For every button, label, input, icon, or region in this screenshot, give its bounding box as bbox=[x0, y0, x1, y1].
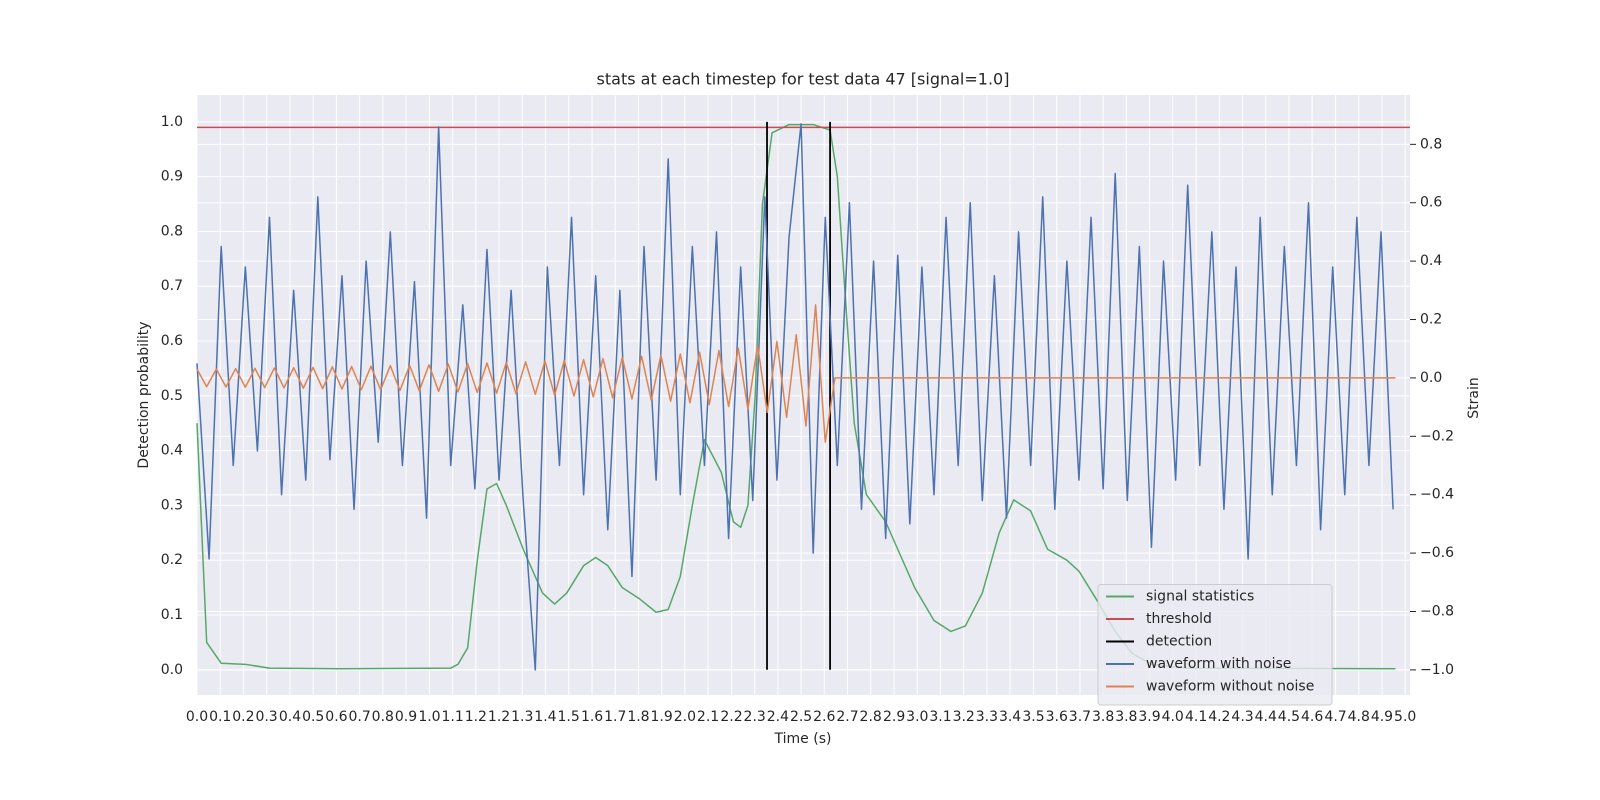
x-tick-label: 0.3 bbox=[255, 709, 277, 725]
x-tick-label: 3.8 bbox=[1115, 709, 1137, 725]
x-tick-label: 2.1 bbox=[697, 709, 719, 725]
legend-label: detection bbox=[1146, 634, 1212, 650]
x-tick-label: 0.0 bbox=[186, 709, 208, 725]
x-tick-label: 1.0 bbox=[418, 709, 440, 725]
x-tick-label: 1.1 bbox=[442, 709, 464, 725]
legend-box bbox=[1097, 584, 1333, 706]
y2-tick-label: −0.6 bbox=[1420, 545, 1454, 561]
y2-tick-label: −0.8 bbox=[1420, 603, 1454, 619]
x-tick-label: 4.2 bbox=[1208, 709, 1230, 725]
x-tick-label: 4.4 bbox=[1255, 709, 1277, 725]
x-tick-label: 3.0 bbox=[906, 709, 928, 725]
y-tick-label: 0.2 bbox=[161, 552, 183, 568]
x-tick-label: 0.7 bbox=[348, 709, 370, 725]
x-tick-label: 4.1 bbox=[1185, 709, 1207, 725]
x-tick-label: 3.2 bbox=[953, 709, 975, 725]
x-tick-label: 1.7 bbox=[604, 709, 626, 725]
x-tick-label: 0.6 bbox=[325, 709, 347, 725]
x-tick-label: 4.6 bbox=[1301, 709, 1323, 725]
y2-tick-label: 0.4 bbox=[1420, 253, 1442, 269]
x-tick-label: 3.6 bbox=[1046, 709, 1068, 725]
x-tick-label: 2.9 bbox=[883, 709, 905, 725]
x-tick-label: 4.9 bbox=[1371, 709, 1393, 725]
x-tick-label: 0.5 bbox=[302, 709, 324, 725]
x-tick-label: 2.6 bbox=[813, 709, 835, 725]
legend: signal statistics threshold detection wavef… bbox=[1097, 584, 1333, 706]
y2-tick-label: −1.0 bbox=[1420, 662, 1454, 678]
marks bbox=[196, 121, 1410, 671]
y-tick-label: 0.9 bbox=[161, 169, 183, 185]
x-tick-label: 3.4 bbox=[999, 709, 1021, 725]
y2-tick-label: 0.8 bbox=[1420, 136, 1442, 152]
y2-axis-label: Strain bbox=[1466, 377, 1482, 418]
x-tick-label: 2.8 bbox=[860, 709, 882, 725]
x-tick-label: 2.3 bbox=[744, 709, 766, 725]
x-tick-label: 2.7 bbox=[836, 709, 858, 725]
legend-label: threshold bbox=[1146, 611, 1212, 627]
x-tick-label: 4.5 bbox=[1278, 709, 1300, 725]
grid bbox=[196, 95, 1410, 695]
chart-title: stats at each timestep for test data 47 … bbox=[597, 70, 1010, 89]
series-line bbox=[196, 304, 1396, 443]
y-tick-label: 0.3 bbox=[161, 497, 183, 513]
x-tick-label: 3.5 bbox=[1022, 709, 1044, 725]
y-tick-label: 0.1 bbox=[161, 607, 183, 623]
x-tick-label: 3.9 bbox=[1138, 709, 1160, 725]
x-tick-label: 1.8 bbox=[627, 709, 649, 725]
x-tick-label: 0.2 bbox=[232, 709, 254, 725]
x-tick-label: 3.1 bbox=[929, 709, 951, 725]
x-tick-label: 1.2 bbox=[488, 709, 510, 725]
y-tick-label: 1.0 bbox=[161, 114, 183, 130]
x-tick-label: 1.6 bbox=[581, 709, 603, 725]
x-tick-label: 0.1 bbox=[209, 709, 231, 725]
y-tick-label: 0.6 bbox=[161, 333, 183, 349]
y-tick-label: 0.4 bbox=[161, 443, 183, 459]
x-tick-label: 4.3 bbox=[1231, 709, 1253, 725]
x-tick-label: 3.3 bbox=[976, 709, 998, 725]
y2-tick-label: 0.2 bbox=[1420, 312, 1442, 328]
x-tick-label: 2.0 bbox=[674, 709, 696, 725]
x-tick-label: 1.2 bbox=[465, 709, 487, 725]
x-tick-label: 0.4 bbox=[279, 709, 301, 725]
y2-tick-label: −0.4 bbox=[1420, 487, 1454, 503]
x-tick-label: 1.3 bbox=[511, 709, 533, 725]
axes: 0.0 0.1 0.2 0.3 0.4 0.5 0.6 0.7 0.8 0.9 1.0 1.1 1.2 1… bbox=[161, 114, 1454, 725]
x-tick-label: 1.5 bbox=[557, 709, 579, 725]
series-line bbox=[196, 123, 1396, 670]
series-line bbox=[196, 123, 1394, 671]
x-tick-label: 4.0 bbox=[1162, 709, 1184, 725]
x-tick-label: 2.2 bbox=[720, 709, 742, 725]
x-tick-label: 1.9 bbox=[651, 709, 673, 725]
legend-label: waveform with noise bbox=[1146, 656, 1291, 672]
y2-tick-label: 0.6 bbox=[1420, 195, 1442, 211]
x-tick-label: 1.4 bbox=[534, 709, 556, 725]
x-tick-label: 2.5 bbox=[790, 709, 812, 725]
x-tick-label: 4.8 bbox=[1348, 709, 1370, 725]
x-tick-label: 4.7 bbox=[1324, 709, 1346, 725]
x-tick-label: 0.8 bbox=[372, 709, 394, 725]
x-tick-label: 3.7 bbox=[1069, 709, 1091, 725]
x-tick-label: 2.4 bbox=[767, 709, 789, 725]
y-tick-label: 0.7 bbox=[161, 278, 183, 294]
y-tick-label: 0.8 bbox=[161, 223, 183, 239]
y-tick-label: 0.5 bbox=[161, 388, 183, 404]
y-axis-label: Detection probability bbox=[136, 321, 152, 468]
x-axis-label: Time (s) bbox=[774, 731, 832, 747]
legend-label: signal statistics bbox=[1146, 589, 1254, 605]
y2-tick-label: 0.0 bbox=[1420, 370, 1442, 386]
x-tick-label: 0.9 bbox=[395, 709, 417, 725]
y2-tick-label: −0.2 bbox=[1420, 428, 1454, 444]
y-tick-label: 0.0 bbox=[161, 662, 183, 678]
legend-label: waveform without noise bbox=[1146, 679, 1314, 695]
x-tick-label: 3.8 bbox=[1092, 709, 1114, 725]
x-tick-label: 5.0 bbox=[1394, 709, 1416, 725]
